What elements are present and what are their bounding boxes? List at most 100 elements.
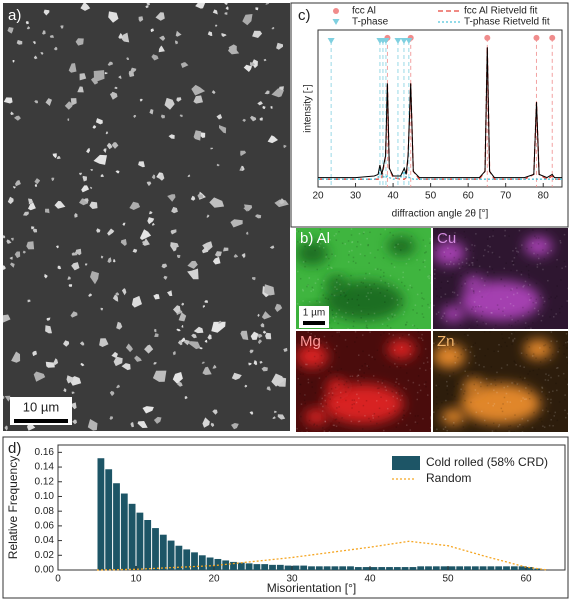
map-noise	[306, 363, 308, 366]
map-noise	[322, 405, 324, 408]
map-noise	[347, 298, 350, 301]
map-noise	[498, 308, 500, 311]
map-noise	[344, 295, 346, 298]
plot-frame	[317, 29, 563, 188]
map-noise	[467, 334, 469, 337]
particle	[179, 114, 183, 118]
map-noise	[458, 267, 461, 270]
map-blob	[296, 344, 329, 369]
map-noise	[511, 318, 513, 321]
map-noise	[467, 347, 470, 350]
map-noise	[544, 344, 547, 346]
map-noise	[475, 233, 477, 235]
map-noise	[466, 272, 469, 274]
map-noise	[535, 357, 537, 359]
map-noise	[311, 286, 314, 289]
map-noise	[526, 247, 528, 250]
particle	[265, 3, 270, 5]
map-noise	[446, 305, 448, 307]
map-noise	[365, 326, 368, 328]
map-noise	[353, 399, 356, 401]
map-noise	[365, 399, 368, 402]
bar	[261, 564, 269, 570]
particle	[66, 375, 74, 384]
legend-swatch	[333, 8, 339, 14]
map-noise	[401, 418, 404, 421]
particle	[181, 325, 184, 328]
particle	[254, 214, 262, 219]
particle	[116, 321, 123, 330]
legend-label: Random	[426, 471, 471, 485]
map-noise	[434, 277, 436, 280]
particle	[3, 235, 6, 239]
map-noise	[297, 270, 299, 273]
map-noise	[388, 412, 391, 414]
particle	[10, 237, 14, 241]
map-noise	[425, 381, 427, 383]
map-noise	[304, 394, 306, 396]
particle	[279, 198, 285, 205]
particle	[146, 181, 152, 187]
map-noise	[313, 355, 316, 358]
map-noise	[391, 297, 393, 300]
particle	[195, 3, 206, 9]
map-noise	[419, 389, 422, 392]
map-noise	[352, 256, 355, 259]
particle	[138, 161, 145, 168]
map-noise	[376, 349, 379, 351]
map-noise	[377, 249, 379, 251]
map-noise	[501, 410, 504, 413]
particle	[211, 90, 216, 95]
map-noise	[321, 410, 324, 412]
map-noise	[351, 241, 353, 244]
map-blob	[323, 280, 404, 321]
map-noise	[527, 293, 530, 296]
map-noise	[360, 317, 362, 319]
map-noise	[336, 369, 339, 372]
particle	[202, 417, 210, 428]
map-noise	[376, 387, 379, 390]
map-noise	[503, 314, 506, 317]
map-noise	[325, 253, 328, 256]
map-noise	[566, 300, 568, 302]
map-noise	[316, 268, 318, 271]
map-noise	[347, 283, 350, 285]
map-noise	[540, 399, 542, 401]
map-noise	[419, 367, 421, 370]
particle	[53, 46, 58, 51]
map-noise	[435, 313, 438, 315]
particle	[132, 248, 138, 253]
map-noise	[563, 260, 566, 263]
map-noise	[352, 312, 354, 314]
map-noise	[510, 315, 512, 317]
map-noise	[403, 414, 406, 417]
panel-label: c)	[298, 7, 311, 24]
map-noise	[336, 288, 338, 291]
map-noise	[405, 388, 407, 390]
map-noise	[426, 357, 428, 359]
map-noise	[527, 373, 529, 375]
map-noise	[511, 260, 514, 262]
map-noise	[545, 229, 548, 231]
map-noise	[495, 324, 497, 327]
bar	[386, 567, 393, 570]
map-noise	[504, 235, 506, 237]
map-noise	[449, 375, 451, 377]
particle	[63, 340, 70, 347]
bar	[425, 566, 432, 570]
map-noise	[481, 315, 483, 317]
map-noise	[491, 430, 494, 432]
particle	[250, 62, 255, 67]
map-noise	[454, 361, 457, 364]
map-noise	[541, 387, 544, 389]
map-noise	[307, 284, 309, 287]
bar	[370, 567, 378, 570]
map-noise	[418, 384, 421, 386]
eds-map	[296, 331, 431, 432]
map-noise	[522, 426, 524, 428]
map-noise	[515, 247, 517, 250]
map-noise	[443, 315, 446, 317]
map-noise	[543, 304, 545, 306]
map-noise	[527, 284, 530, 286]
map-noise	[471, 262, 473, 264]
